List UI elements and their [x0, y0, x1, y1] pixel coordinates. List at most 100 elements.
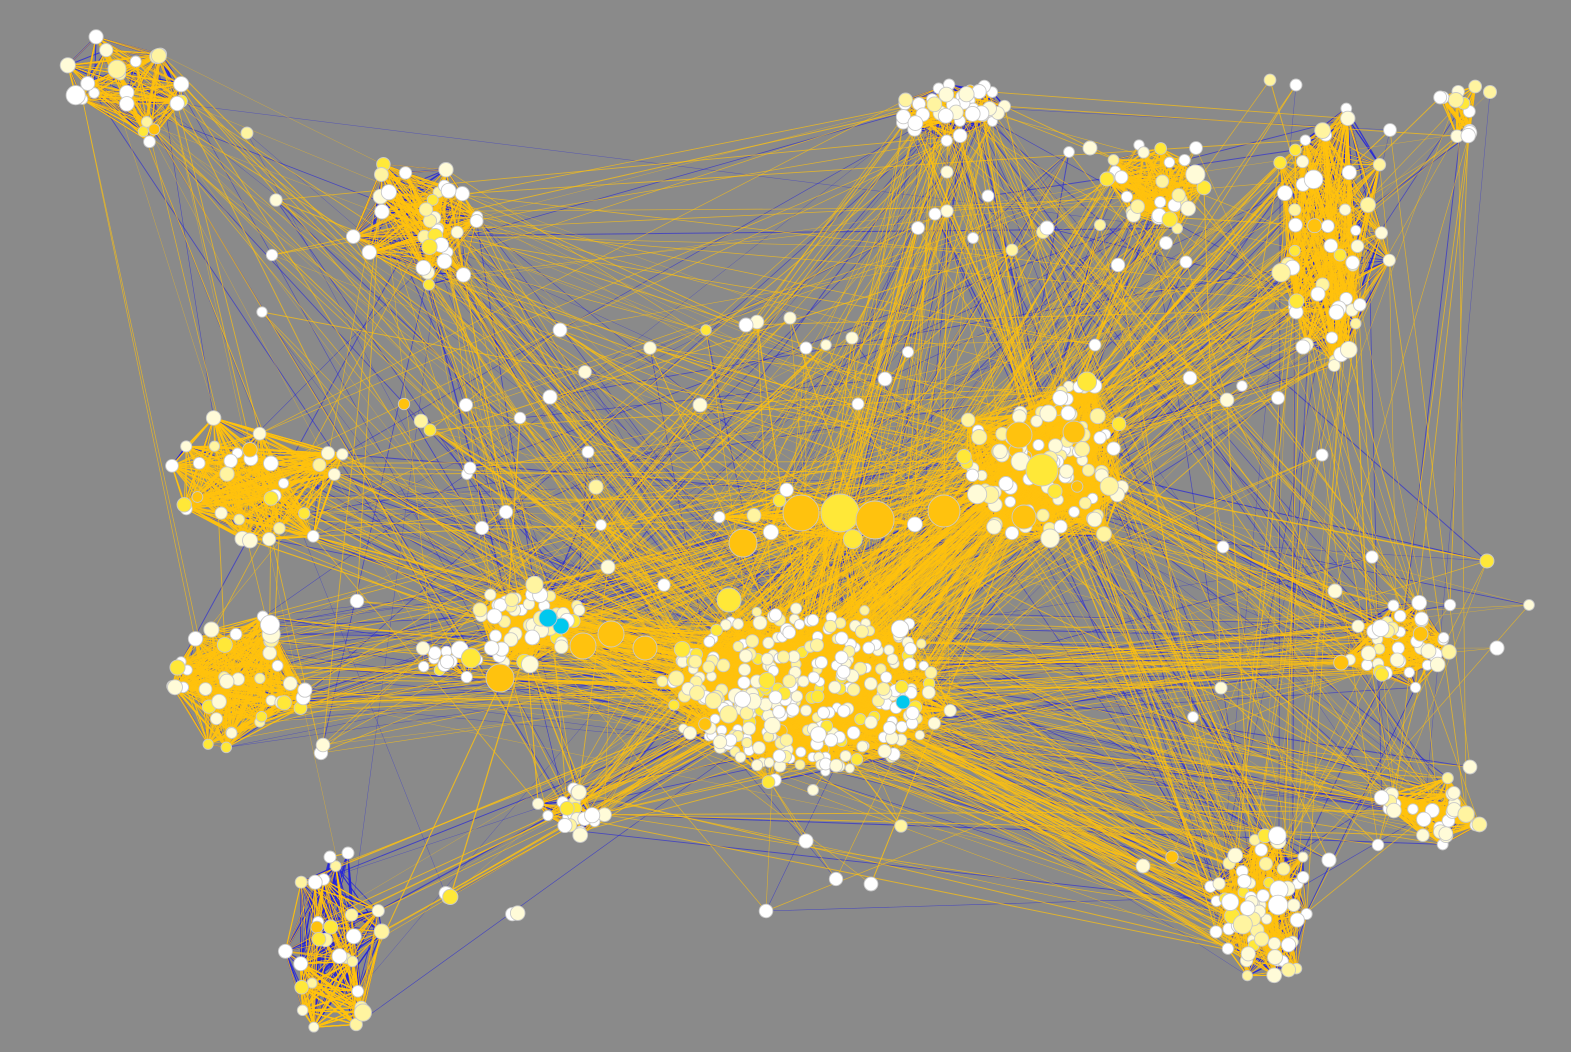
graph-node[interactable] [513, 411, 527, 425]
graph-node[interactable] [1314, 122, 1331, 139]
graph-node[interactable] [129, 55, 142, 68]
graph-node[interactable] [1429, 656, 1446, 673]
graph-node[interactable] [751, 606, 762, 618]
graph-node[interactable] [310, 920, 324, 934]
graph-node[interactable] [1327, 359, 1341, 372]
graph-node[interactable] [219, 466, 235, 482]
graph-node[interactable] [1216, 540, 1230, 554]
graph-node[interactable] [940, 165, 954, 179]
graph-node[interactable] [1289, 143, 1302, 157]
graph-node[interactable] [783, 311, 797, 325]
graph-node[interactable] [1441, 772, 1454, 785]
graph-node[interactable] [460, 648, 481, 669]
graph-node[interactable] [532, 797, 545, 810]
graph-node[interactable] [1076, 371, 1098, 392]
graph-node[interactable] [1303, 169, 1324, 190]
graph-node[interactable] [768, 690, 783, 705]
graph-node[interactable] [509, 905, 526, 921]
graph-node[interactable] [911, 221, 925, 235]
graph-node[interactable] [380, 184, 397, 201]
graph-node[interactable] [595, 519, 607, 531]
graph-node[interactable] [233, 513, 245, 526]
graph-node[interactable] [1099, 476, 1119, 496]
graph-node[interactable] [1135, 858, 1151, 874]
graph-node[interactable] [820, 339, 832, 351]
graph-node[interactable] [219, 673, 235, 690]
graph-node[interactable] [1386, 802, 1402, 819]
graph-node[interactable] [1295, 339, 1311, 355]
graph-node[interactable] [1403, 666, 1415, 679]
graph-node[interactable] [137, 125, 149, 138]
graph-node[interactable] [1374, 226, 1389, 240]
graph-node[interactable] [940, 204, 954, 218]
graph-node[interactable] [1289, 78, 1303, 92]
graph-node[interactable] [140, 116, 153, 128]
graph-node[interactable] [1221, 893, 1240, 911]
graph-node[interactable] [875, 663, 887, 675]
graph-node[interactable] [1350, 239, 1365, 253]
graph-node[interactable] [65, 85, 86, 106]
graph-node[interactable] [668, 699, 680, 711]
graph-node[interactable] [836, 664, 851, 679]
graph-node[interactable] [1307, 218, 1323, 234]
graph-node[interactable] [1288, 217, 1303, 233]
graph-node[interactable] [817, 706, 830, 720]
graph-node[interactable] [1266, 967, 1283, 984]
graph-node[interactable] [704, 692, 722, 710]
graph-node[interactable] [240, 126, 254, 140]
graph-node[interactable] [458, 397, 474, 413]
graph-node[interactable] [894, 819, 908, 833]
graph-node[interactable] [1289, 912, 1305, 928]
graph-node[interactable] [486, 608, 503, 625]
graph-node[interactable] [1333, 248, 1347, 262]
graph-node[interactable] [1333, 654, 1349, 671]
graph-node[interactable] [1341, 164, 1357, 181]
graph-node[interactable] [349, 593, 365, 609]
graph-node[interactable] [1036, 508, 1050, 522]
graph-node[interactable] [361, 244, 377, 260]
graph-node[interactable] [373, 167, 389, 182]
graph-node[interactable] [877, 744, 892, 759]
graph-node[interactable] [397, 397, 411, 411]
graph-node[interactable] [1315, 448, 1329, 462]
graph-node[interactable] [1349, 317, 1362, 330]
graph-node[interactable] [673, 640, 691, 658]
graph-node[interactable] [263, 490, 279, 506]
graph-node[interactable] [927, 494, 961, 528]
graph-node[interactable] [1052, 390, 1069, 406]
graph-node[interactable] [938, 86, 955, 103]
graph-node[interactable] [1068, 506, 1080, 518]
graph-node[interactable] [315, 737, 331, 753]
graph-node[interactable] [503, 632, 519, 647]
graph-node[interactable] [850, 753, 864, 766]
graph-node[interactable] [413, 413, 429, 429]
graph-node[interactable] [225, 727, 238, 740]
graph-node[interactable] [1321, 852, 1337, 868]
graph-node[interactable] [1082, 140, 1098, 156]
graph-node[interactable] [1032, 438, 1045, 452]
graph-node[interactable] [263, 455, 279, 472]
graph-node[interactable] [656, 675, 669, 688]
graph-node[interactable] [329, 860, 342, 872]
graph-node[interactable] [1012, 409, 1027, 424]
graph-node[interactable] [1074, 441, 1091, 458]
graph-node[interactable] [1327, 583, 1343, 599]
graph-node[interactable] [823, 619, 837, 633]
graph-node[interactable] [779, 482, 794, 498]
graph-node[interactable] [967, 232, 979, 244]
graph-node[interactable] [734, 690, 751, 708]
graph-node[interactable] [894, 680, 909, 694]
graph-node[interactable] [751, 759, 764, 772]
graph-node[interactable] [242, 442, 258, 458]
graph-node[interactable] [1239, 900, 1256, 917]
graph-node[interactable] [1325, 331, 1339, 344]
graph-node[interactable] [572, 827, 589, 843]
graph-node[interactable] [297, 682, 313, 698]
graph-node[interactable] [484, 588, 497, 601]
graph-node[interactable] [877, 371, 893, 387]
graph-node[interactable] [1460, 127, 1476, 144]
graph-node[interactable] [964, 105, 981, 122]
graph-node[interactable] [1078, 496, 1092, 510]
graph-node[interactable] [214, 506, 228, 520]
graph-node[interactable] [525, 575, 544, 594]
